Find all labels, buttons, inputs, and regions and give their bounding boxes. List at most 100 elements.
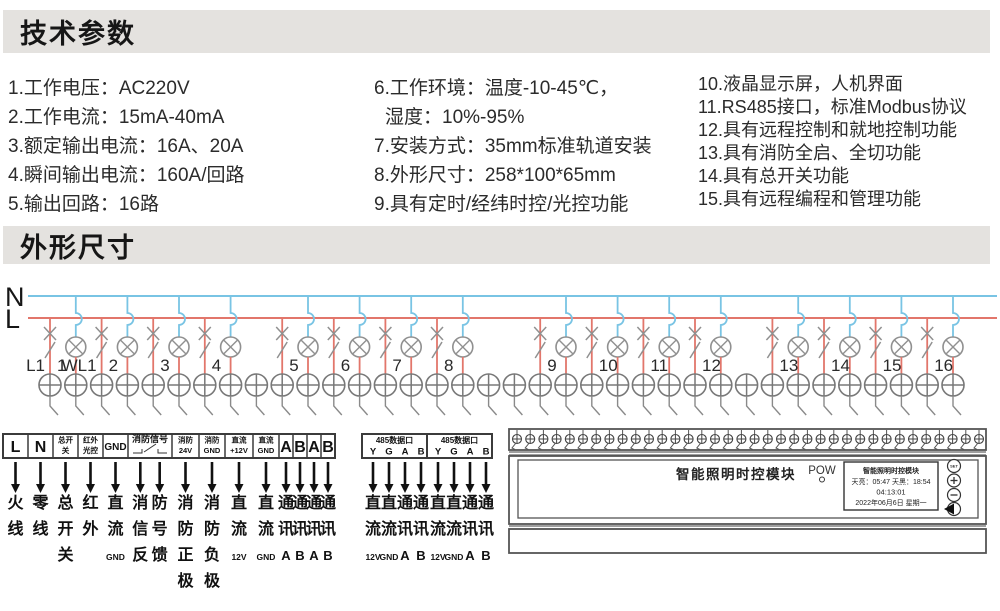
switch-icon [817, 326, 831, 341]
terminal-function-label: 零 [31, 494, 49, 512]
terminal-function-label: 直 [430, 493, 446, 512]
terminal-function-label: 流 [231, 519, 247, 538]
lamp-wire-neutral [358, 296, 367, 337]
param-item: 10.液晶显示屏，人机界面 [698, 74, 904, 94]
wire-hook-icon [204, 396, 214, 416]
terminal-function-label: 讯 [278, 520, 294, 538]
lamp-wire-neutral [797, 296, 806, 337]
arrow-icon [155, 484, 165, 493]
power-led-label: POW [808, 465, 836, 477]
terminal-block-cell-label: 红外 [83, 435, 98, 445]
device-terminal-hook [854, 442, 860, 450]
terminal-block-cell-label: 直流 [259, 435, 274, 445]
confirm-button-icon [944, 503, 954, 515]
wire-hook-icon [900, 396, 910, 416]
arrow-icon [281, 484, 291, 493]
terminal-function-label: 通 [413, 494, 429, 512]
device-terminal-hook [656, 442, 662, 450]
device-terminal-hook [973, 442, 979, 450]
terminal-block-cell-label: GND [258, 446, 275, 455]
device-terminal-hook [735, 442, 741, 450]
wire-hook-icon [384, 396, 394, 416]
lamp-icon [893, 339, 909, 355]
device-terminal-hook [550, 442, 556, 450]
switch-blade-icon [379, 341, 392, 359]
param-item: 3.额定输出电流：16A、20A [8, 136, 244, 157]
wire-hook-icon [487, 396, 498, 416]
switch-blade-icon [328, 341, 340, 359]
lamp-wire-neutral [307, 296, 315, 337]
terminal-function-label: 12V [231, 552, 246, 562]
lamp-icon [558, 339, 574, 355]
device-terminal-hook [841, 442, 847, 450]
terminal-function-label: 负 [204, 545, 220, 564]
section-header-tech-params: 技术参数 [3, 10, 990, 53]
device-terminal-hook [933, 442, 939, 450]
device-face-inner [517, 459, 979, 519]
terminal-block-cell-label: 关 [62, 445, 70, 455]
terminal-block-cell-label: GND [104, 442, 126, 453]
wire-hook-icon [926, 396, 936, 416]
switch-blade-icon [766, 341, 779, 359]
wire-hook-icon [358, 396, 369, 416]
lamp-wire-neutral [410, 296, 419, 337]
terminal-function-label: B [295, 548, 304, 563]
terminal-function-label: 直 [381, 493, 397, 512]
switch-blade-icon [689, 341, 701, 359]
terminal-block-cell-label: 24V [179, 446, 192, 455]
terminal-function-label: 通 [462, 494, 478, 512]
circuit-number-label: 1 [57, 356, 66, 375]
arrow-icon [309, 484, 319, 493]
switch-icon [275, 326, 289, 341]
wire-hook-icon [616, 396, 627, 416]
lamp-wire-neutral [229, 296, 238, 337]
terminal-function-label: 流 [381, 519, 397, 538]
terminal-function-label: 极 [177, 571, 194, 590]
terminal-function-label: A [465, 548, 475, 563]
device-terminal-hook [788, 442, 794, 450]
arrow-icon [111, 484, 120, 493]
arrow-icon [433, 484, 443, 493]
device-terminal-hook [722, 442, 728, 450]
terminal-function-label: 12V [430, 552, 445, 562]
terminal-block-cell-label: N [35, 439, 47, 456]
lamp-icon [403, 339, 419, 355]
terminal-block-cell-label: +12V [230, 446, 248, 455]
wire-hook-icon [823, 396, 833, 416]
terminal-function-label: 流 [365, 519, 381, 538]
contact-symbol-icon [143, 443, 157, 453]
tech-params-column-3: 10.液晶显示屏，人机界面 11.RS485接口，标准Modbus协议 12.具… [698, 73, 967, 211]
terminal-block-cell-label: A [280, 439, 292, 456]
circuit-number-label: 3 [160, 356, 169, 375]
lamp-icon [455, 339, 471, 355]
terminal-function-label: 流 [430, 519, 446, 538]
param-item: 9.具有定时/经纬时控/光控功能 [374, 194, 629, 215]
device-terminal-hook [511, 442, 517, 450]
device-terminal-hook [762, 442, 768, 450]
device-terminal-hook [616, 442, 622, 450]
terminal-function-label: 防 [204, 519, 220, 538]
switch-blade-icon [869, 341, 882, 359]
device-terminal-hook [682, 442, 688, 450]
device-terminal-hook [524, 442, 530, 450]
lamp-wire-neutral [668, 296, 677, 337]
arrow-icon [323, 484, 333, 493]
arrow-icon [384, 484, 394, 493]
device-terminal-hook [537, 442, 543, 450]
switch-icon [765, 326, 779, 341]
port-485-box [426, 433, 493, 459]
param-item: 2.工作电流：15mA-40mA [8, 107, 225, 128]
terminal-function-label: 通 [292, 494, 308, 512]
wire-hook-icon [720, 396, 730, 416]
terminal-block-cell-label: 总开 [58, 435, 73, 445]
switch-icon [378, 326, 392, 341]
device-terminal-hook [643, 442, 649, 450]
tech-params-column-2: 6.工作环境：温度-10-45℃， 湿度：10%-95% 7.安装方式：35mm… [374, 74, 652, 219]
device-terminal-hook [814, 442, 820, 450]
terminal-function-label: 开 [57, 520, 73, 538]
circuit-number-label: 4 [212, 356, 221, 375]
param-item: 5.输出回路：16路 [8, 194, 159, 215]
port-485-pin-label: B [483, 447, 490, 458]
wire-hook-icon [565, 396, 575, 416]
terminal-block-cell-label: 直流 [232, 435, 247, 445]
